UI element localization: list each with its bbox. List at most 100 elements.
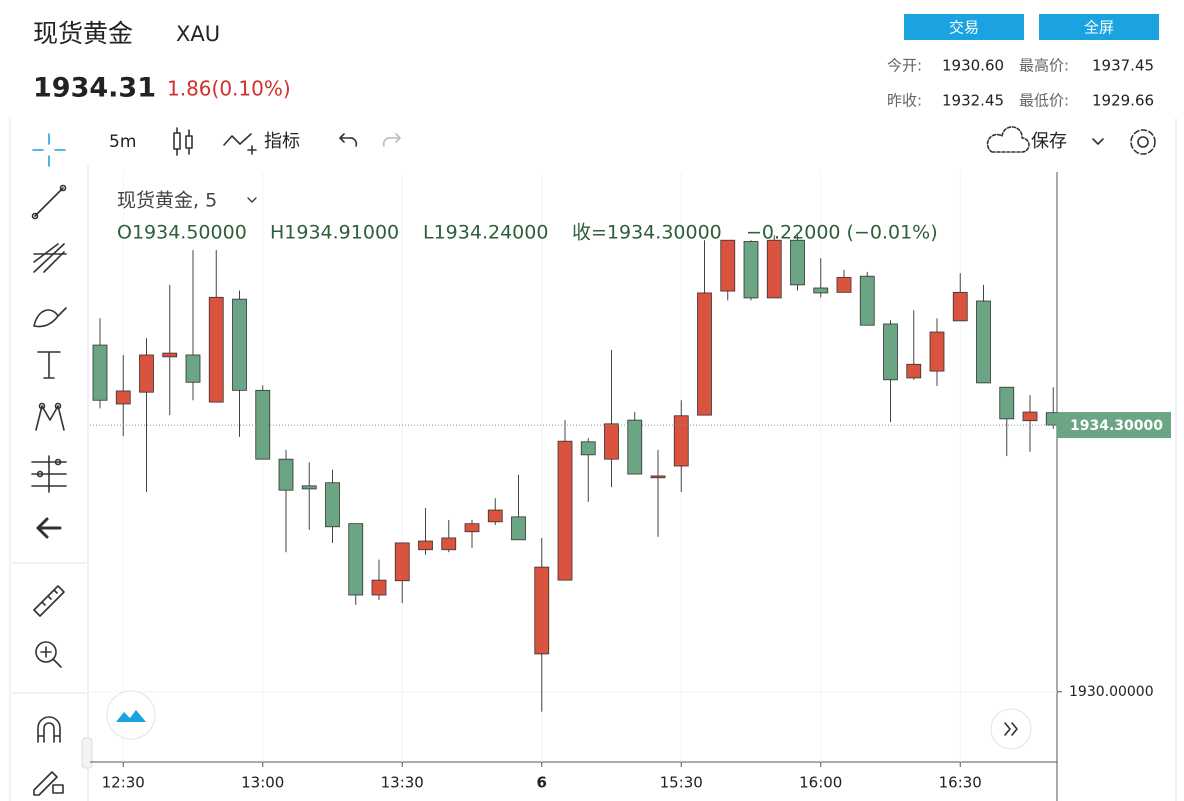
symbol: XAU <box>176 22 220 46</box>
candle-body <box>487 509 503 523</box>
collapse-handle[interactable] <box>81 737 93 769</box>
candle-type-icon[interactable] <box>173 127 193 156</box>
undo-icon[interactable] <box>339 133 358 147</box>
fullscreen-button-label[interactable]: 全屏 <box>1084 19 1114 37</box>
last-price-box <box>1057 412 1171 439</box>
candle-body <box>743 241 759 299</box>
change: 1.86(0.10%) <box>167 77 291 101</box>
candle-body <box>301 485 317 490</box>
candle-body <box>441 537 457 551</box>
candle-body <box>813 287 829 294</box>
candle-body <box>185 354 201 383</box>
settings-icon[interactable] <box>1130 129 1156 155</box>
x-tick-label: 13:00 <box>241 774 284 792</box>
candle-body <box>139 354 154 393</box>
zoom-icon[interactable] <box>35 641 62 668</box>
candle-body <box>348 523 364 596</box>
x-tick-label: 13:30 <box>381 774 424 792</box>
ohlc-label: 收=1934.30000 <box>572 222 722 244</box>
scroll-right-button[interactable] <box>990 708 1032 750</box>
candle-body <box>92 344 108 401</box>
candle-body <box>976 300 991 384</box>
magnet-icon[interactable] <box>37 716 61 743</box>
back-icon[interactable] <box>36 517 62 539</box>
candle-body <box>952 291 968 322</box>
candle-body <box>511 516 526 541</box>
indicators[interactable]: 指标 <box>264 131 300 152</box>
candle-body <box>232 298 247 391</box>
legend-dropdown[interactable] <box>247 197 257 203</box>
ruler-icon[interactable] <box>33 585 65 617</box>
trendline-icon[interactable] <box>31 184 67 220</box>
x-tick-label: 15:30 <box>660 774 703 792</box>
trade-button[interactable] <box>904 14 1024 40</box>
candle-body <box>906 363 922 379</box>
candle-body <box>859 275 875 326</box>
y-tick-label: 1930.00000 <box>1069 684 1154 700</box>
indicator-icon[interactable] <box>223 133 257 155</box>
stat-value: 1932.45 <box>942 92 1004 110</box>
stat-value: 1930.60 <box>942 57 1004 75</box>
candle-body <box>766 239 782 299</box>
stat-value: 1937.45 <box>1092 57 1154 75</box>
candle-body <box>836 277 852 293</box>
scroll-right-icon <box>1004 722 1018 736</box>
pattern-icon[interactable] <box>35 402 65 431</box>
stat-label: 今开: <box>887 57 922 75</box>
candle-body <box>557 440 573 581</box>
interval[interactable]: 5m <box>109 132 136 152</box>
x-tick-label: 12:30 <box>102 774 145 792</box>
stat-label: 昨收: <box>887 92 922 110</box>
candle-body <box>418 540 433 551</box>
pitchfork-icon[interactable] <box>33 243 67 273</box>
last-price-label: 1934.30000 <box>1070 418 1163 434</box>
redo-icon <box>382 133 401 147</box>
ohlc-label: −0.22000 (−0.01%) <box>746 222 938 244</box>
ohlc-label: L1934.24000 <box>423 222 548 244</box>
candle-body <box>371 579 387 596</box>
text-icon[interactable] <box>37 351 61 379</box>
stat-value: 1929.66 <box>1092 92 1154 110</box>
left-toolbar <box>11 133 87 796</box>
candle-body <box>929 331 945 372</box>
candle-body <box>627 419 643 475</box>
logo-button[interactable] <box>106 690 156 740</box>
candle-body <box>162 352 178 358</box>
lock-draw-icon[interactable] <box>33 771 64 796</box>
candle-body <box>1022 411 1038 422</box>
title: 现货黄金 <box>33 19 133 48</box>
save[interactable]: 保存 <box>1031 131 1067 152</box>
candle-body <box>278 458 294 491</box>
candle-body <box>790 239 805 286</box>
dropdown-icon[interactable] <box>1092 138 1104 145</box>
logo-icon <box>116 710 146 722</box>
brush-icon[interactable] <box>33 307 67 328</box>
candle-body <box>208 296 224 403</box>
candle-body <box>720 239 736 292</box>
cloud-icon[interactable] <box>986 126 1030 153</box>
candle-body <box>650 475 666 479</box>
candle-body <box>394 542 410 582</box>
ohlc-label: H1934.91000 <box>270 222 399 244</box>
plot: 12:30 13:00 13:30 6 15:30 16:00 16:30 1930.0000… <box>90 172 1171 792</box>
crosshair-icon[interactable] <box>32 133 66 167</box>
trade-button-label[interactable]: 交易 <box>949 19 979 37</box>
candle-body <box>534 566 550 655</box>
candle-body <box>999 386 1015 420</box>
fib-icon[interactable] <box>31 455 67 493</box>
stat-label: 最低价: <box>1019 92 1069 110</box>
candle-body <box>464 523 480 533</box>
candle-body <box>673 415 689 467</box>
candle-body <box>604 423 619 460</box>
price: 1934.31 <box>33 73 156 104</box>
stat-label: 最高价: <box>1019 57 1069 75</box>
x-tick-label: 16:30 <box>939 774 982 792</box>
candle-body <box>697 292 712 416</box>
x-tick-label: 6 <box>537 774 547 792</box>
ohlc-legend: O1934.50000 H1934.91000 L1934.24000 收=19… <box>117 222 938 244</box>
x-tick-label: 16:00 <box>799 774 842 792</box>
fullscreen-button[interactable] <box>1039 14 1159 40</box>
legend-title: 现货黄金, 5 <box>117 190 217 212</box>
candle-body <box>115 390 131 405</box>
